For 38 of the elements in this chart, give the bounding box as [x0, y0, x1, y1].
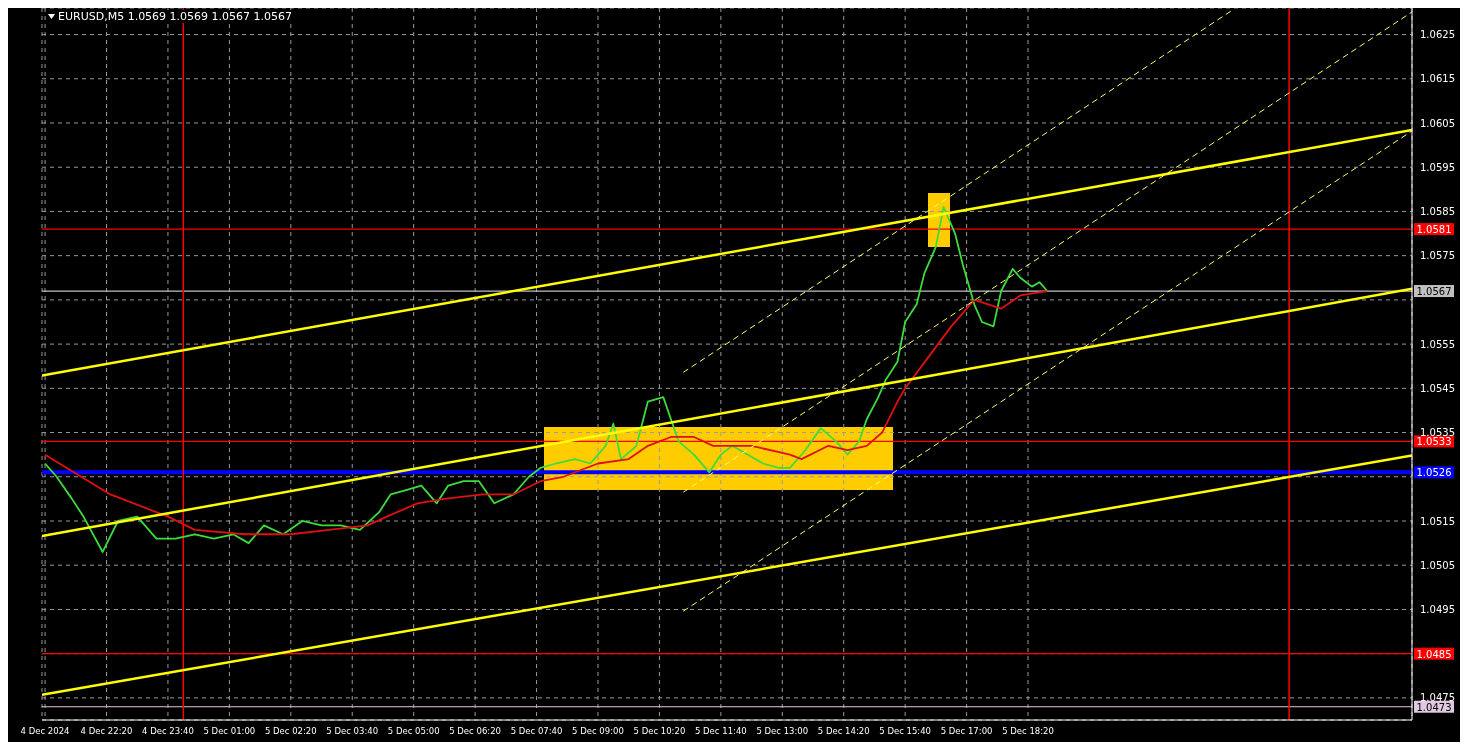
- ref-line-label: 1.0526: [1416, 467, 1452, 479]
- y-tick-label: 1.0605: [1420, 117, 1455, 129]
- x-tick-label: 4 Dec 23:40: [142, 726, 194, 737]
- x-tick-label: 5 Dec 09:00: [572, 726, 624, 737]
- x-tick-label: 5 Dec 11:40: [694, 726, 747, 737]
- x-tick-label: 5 Dec 02:20: [264, 726, 317, 737]
- ref-line-label: 1.0581: [1416, 224, 1452, 236]
- y-tick-label: 1.0575: [1420, 250, 1455, 262]
- chart-title: EURUSD,M5 1.0569 1.0569 1.0567 1.0567: [58, 10, 293, 23]
- ref-line-label: 1.0533: [1416, 436, 1452, 448]
- y-tick-label: 1.0585: [1420, 205, 1455, 217]
- x-tick-label: 5 Dec 18:20: [1002, 726, 1054, 737]
- x-tick-label: 5 Dec 07:40: [510, 726, 563, 737]
- y-tick-label: 1.0515: [1420, 515, 1455, 527]
- ref-line-label: 1.0473: [1416, 701, 1452, 713]
- x-tick-label: 5 Dec 17:00: [940, 726, 993, 737]
- x-tick-label: 5 Dec 14:20: [817, 726, 870, 737]
- y-tick-label: 1.0475: [1420, 692, 1455, 704]
- x-tick-label: 4 Dec 2024: [20, 726, 70, 737]
- ref-line-label: 1.0567: [1416, 286, 1452, 298]
- x-tick-label: 5 Dec 05:00: [387, 726, 440, 737]
- x-tick-label: 5 Dec 13:00: [756, 726, 809, 737]
- x-tick-label: 4 Dec 22:20: [80, 726, 133, 737]
- x-tick-label: 5 Dec 03:40: [326, 726, 379, 737]
- y-tick-label: 1.0545: [1420, 382, 1455, 394]
- y-tick-label: 1.0625: [1420, 29, 1455, 41]
- y-tick-label: 1.0495: [1420, 603, 1455, 615]
- y-tick-label: 1.0615: [1420, 73, 1455, 85]
- x-tick-label: 5 Dec 10:20: [633, 726, 686, 737]
- y-tick-label: 1.0555: [1420, 338, 1455, 350]
- line-series: [44, 206, 1049, 553]
- y-tick-label: 1.0595: [1420, 161, 1455, 173]
- y-tick-label: 1.0505: [1420, 559, 1455, 571]
- ref-line-label: 1.0485: [1416, 648, 1452, 660]
- x-tick-label: 5 Dec 06:20: [449, 726, 501, 737]
- line-series: [44, 290, 1049, 536]
- x-tick-label: 5 Dec 15:40: [879, 726, 932, 737]
- x-tick-label: 5 Dec 01:00: [203, 726, 256, 737]
